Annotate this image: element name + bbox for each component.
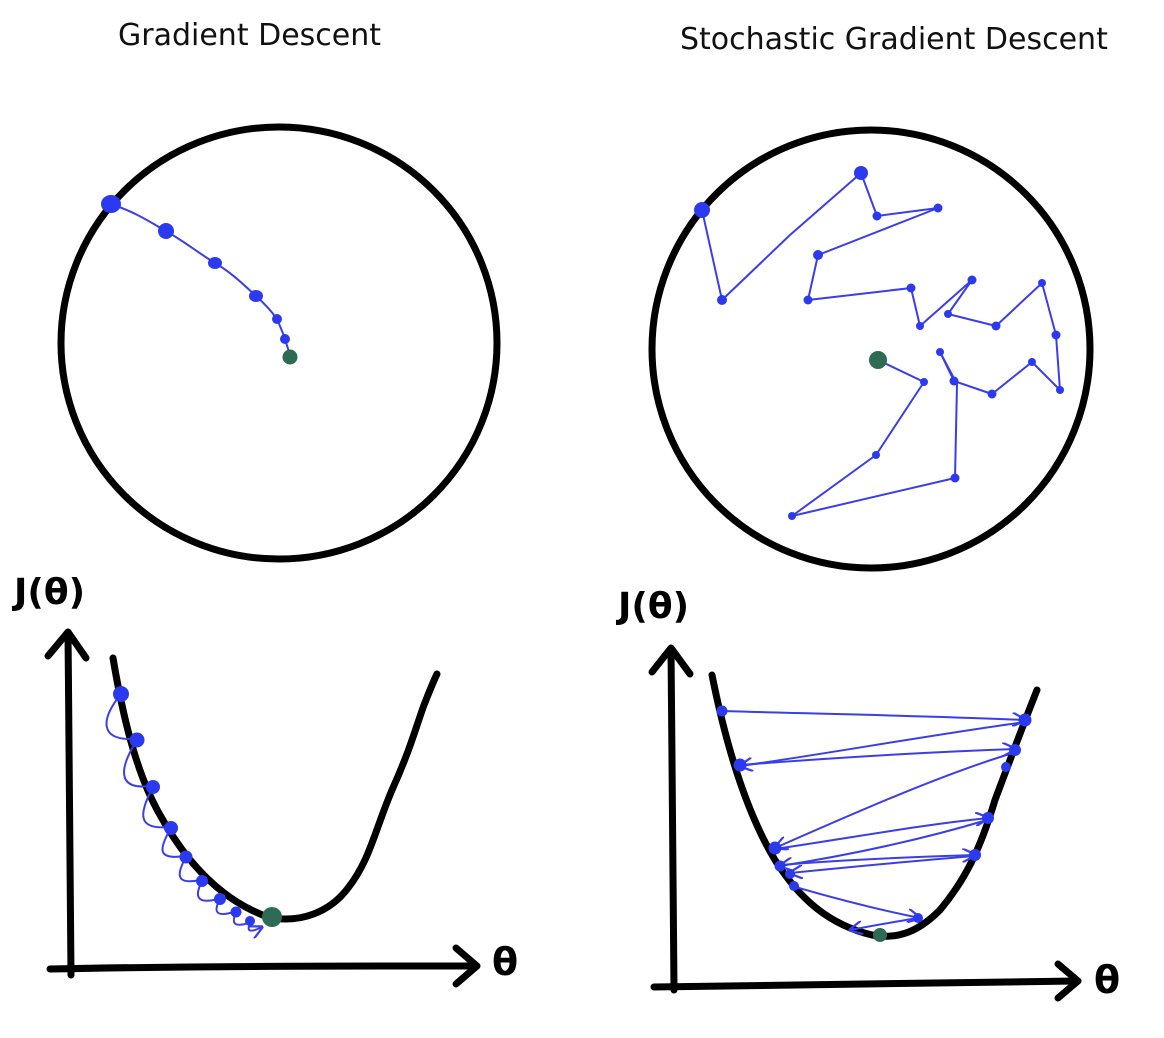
sgd-cost-plot (648, 644, 1082, 1002)
gradient-descent-title: Gradient Descent (118, 18, 382, 53)
gd-step-arrows (105, 693, 262, 931)
gd-step-point (214, 893, 226, 905)
sgd-step-point (716, 705, 728, 717)
sgd-step-point (1018, 713, 1032, 727)
gd-step-point (158, 223, 174, 239)
sgd-step-point (969, 849, 981, 861)
sgd-step-point (854, 166, 868, 180)
sgd-step-point (803, 295, 813, 305)
gd-step-point (101, 195, 121, 213)
gd-step-point (196, 875, 208, 887)
sgd-step-point (768, 841, 782, 855)
sgd-step-point (1001, 762, 1011, 772)
sgd-step-point (920, 378, 928, 386)
sgd-contour-circle (648, 126, 1094, 572)
sgd-step-point (944, 310, 952, 318)
sgd-step-point (906, 283, 916, 293)
gd-step-point (146, 780, 160, 794)
sgd-step-point (982, 812, 994, 824)
gd-step-point (280, 334, 290, 344)
sgd-step-point (872, 211, 882, 221)
sgd-step-point (813, 250, 823, 260)
gd-contour-panel (57, 123, 501, 563)
sgd-step-point (1009, 744, 1021, 756)
gd-step-point (129, 732, 145, 748)
x-axis (46, 962, 479, 973)
gd-contour-circle (57, 123, 501, 563)
cost-curve (109, 654, 441, 923)
sgd-step-point (949, 376, 959, 386)
right-x-axis-label: θ (1094, 958, 1121, 1002)
sgd-minimum-point (873, 928, 887, 942)
sgd-step-point (933, 203, 943, 213)
cost-curve (708, 671, 1041, 940)
sgd-step-point (785, 869, 795, 879)
sgd-step-point (936, 348, 944, 356)
gd-path (110, 203, 291, 357)
gd-step-point (249, 290, 263, 302)
sgd-step-point (788, 512, 796, 520)
stochastic-gradient-descent-title: Stochastic Gradient Descent (680, 22, 1108, 57)
left-x-axis-label: θ (492, 940, 519, 984)
gd-step-point (179, 850, 193, 864)
x-axis-arrowhead (452, 944, 481, 988)
y-axis (64, 630, 75, 979)
sgd-step-point (733, 758, 747, 772)
right-y-axis-label: J(θ) (618, 586, 690, 627)
y-axis (667, 646, 678, 994)
sgd-step-point (694, 202, 710, 218)
sgd-step-point (1028, 358, 1036, 366)
sgd-step-point (1038, 279, 1046, 287)
gd-step-point (164, 821, 178, 835)
sgd-step-point (789, 881, 799, 891)
sgd-contour-panel (648, 126, 1094, 572)
gd-step-point (245, 916, 255, 926)
sgd-step-point (717, 295, 727, 305)
sgd-step-point (991, 321, 1001, 331)
y-axis-arrowhead (648, 644, 694, 678)
sgd-step-point (913, 913, 923, 923)
sgd-path (701, 172, 1061, 517)
sgd-step-point (1056, 386, 1064, 394)
gd-step-point (113, 686, 129, 702)
sgd-step-point (774, 860, 786, 872)
sgd-step-point (950, 473, 960, 483)
sgd-step-point (872, 451, 880, 459)
gd-step-point (230, 906, 242, 918)
x-axis (650, 977, 1080, 991)
sgd-step-point (987, 389, 997, 399)
gd-minimum-point (262, 907, 282, 927)
sgd-step-point (1051, 330, 1061, 340)
x-axis-arrowhead (1054, 960, 1082, 1002)
y-axis-arrowhead (44, 628, 90, 662)
gd-cost-plot (44, 628, 481, 988)
gd-minimum-point (282, 349, 298, 365)
sgd-step-point (967, 275, 977, 285)
sgd-step-point (916, 322, 924, 330)
sgd-step-arrows (721, 710, 1025, 930)
sgd-minimum-point (869, 351, 887, 369)
gd-step-point (208, 257, 222, 269)
left-y-axis-label: J(θ) (14, 572, 86, 613)
gd-step-point (272, 314, 282, 324)
